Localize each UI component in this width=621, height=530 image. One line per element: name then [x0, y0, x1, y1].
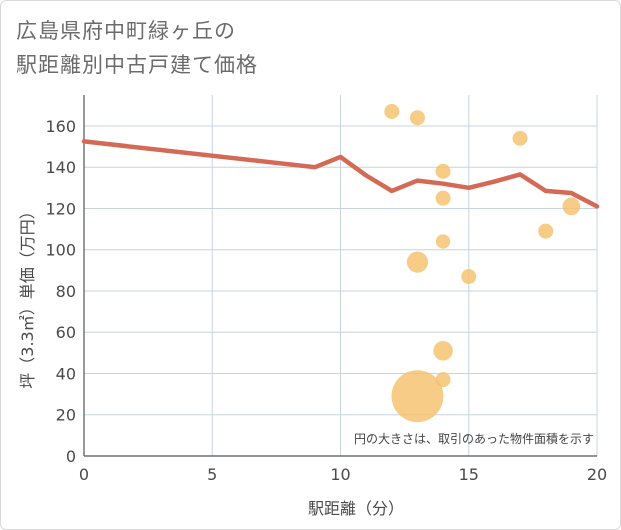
x-tick-label: 15	[459, 465, 479, 484]
bubble-series	[384, 104, 581, 423]
x-tick-label: 0	[79, 465, 89, 484]
y-tick-label: 120	[45, 199, 76, 218]
y-axis-title: 坪（3.3㎡）単価（万円）	[18, 203, 37, 388]
bubble-point	[409, 110, 425, 126]
bubble-point	[562, 197, 581, 216]
x-tick-label: 5	[207, 465, 217, 484]
y-tick-label: 60	[56, 323, 76, 342]
chart-title: 広島県府中町緑ヶ丘の 駅距離別中古戸建て価格	[16, 14, 258, 82]
bubble-size-note: 円の大きさは、取引のあった物件面積を示す	[354, 431, 594, 446]
axes	[83, 95, 597, 457]
x-axis-title: 駅距離（分）	[308, 499, 404, 518]
chart-title-line-2: 駅距離別中古戸建て価格	[16, 53, 258, 77]
bubble-point	[435, 234, 451, 249]
y-tick-label: 0	[66, 447, 76, 466]
average-price-line	[81, 139, 600, 209]
bubble-point	[391, 370, 444, 423]
bubble-point	[512, 130, 528, 146]
bubble-point	[433, 341, 453, 361]
y-tick-label: 140	[45, 158, 76, 177]
bubble-point	[384, 104, 400, 120]
chart-title-line-1: 広島県府中町緑ヶ丘の	[16, 19, 236, 43]
y-tick-label: 100	[45, 241, 76, 260]
grid-lines	[84, 95, 598, 456]
x-tick-label: 20	[587, 465, 607, 484]
bubble-point	[538, 223, 554, 239]
y-tick-label: 160	[45, 117, 76, 136]
tick-labels: 0 20 40 60 80 100 120 140 160 0 5 10 15 20	[45, 117, 607, 484]
bubble-point	[435, 163, 451, 179]
x-tick-label: 10	[330, 465, 350, 484]
y-tick-label: 40	[56, 364, 76, 383]
bubble-point	[406, 251, 429, 273]
y-tick-label: 80	[56, 282, 76, 301]
bubble-point	[461, 269, 477, 285]
bubble-point	[435, 190, 451, 206]
line-series	[81, 139, 600, 209]
y-tick-label: 20	[56, 406, 76, 425]
